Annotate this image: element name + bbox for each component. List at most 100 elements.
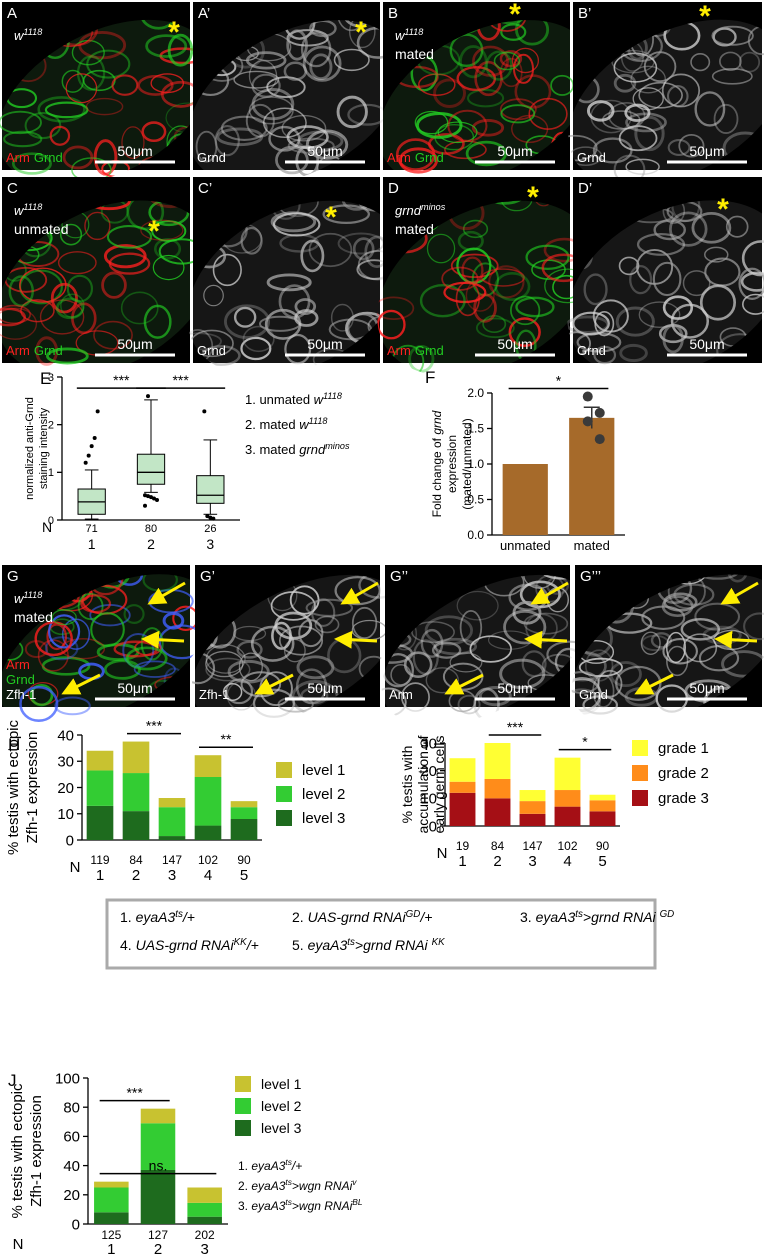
cell-outline (61, 69, 85, 93)
cell-outline (49, 125, 71, 146)
y-axis-label: % testis with ectopic (9, 1083, 26, 1219)
cell-outline (46, 623, 68, 651)
n-value: 71 (86, 523, 98, 535)
x-tick-label: 1 (458, 853, 466, 870)
scale-bar-label: 50μm (497, 680, 532, 696)
n-value: 90 (596, 839, 610, 853)
genotype-entry: 5. eyaA3ts>grnd RNAi KK (292, 937, 445, 954)
cell-outline (233, 625, 267, 642)
text-part: grnd (299, 442, 326, 457)
bar-segment (484, 743, 511, 779)
condition: mated (14, 609, 53, 625)
stain-labels: Grnd (577, 150, 606, 165)
text-part: >grnd RNAi (355, 937, 432, 953)
text-part: GD (406, 909, 421, 920)
significance-label: ns. (149, 1158, 168, 1174)
cell-outline (462, 219, 489, 239)
cell-outline (120, 291, 159, 325)
stain-labels: Arm Grnd (387, 343, 444, 358)
bar (569, 417, 615, 535)
cell-outline (433, 78, 467, 108)
panel-label: H (8, 735, 20, 754)
n-label: N (13, 1236, 24, 1253)
cell-outline (662, 295, 694, 320)
cell-outline (80, 594, 112, 614)
y-tick-label: 3 (48, 372, 54, 384)
cell-outline (121, 126, 145, 159)
text-part: minos (325, 441, 350, 451)
genotype-entry: 3. eyaA3ts>wgn RNAiBL (238, 1197, 363, 1213)
stain-labels: Grnd (579, 687, 608, 702)
text-part: 2. mated (245, 417, 299, 432)
cell-outline (3, 130, 43, 148)
cell-outline (641, 634, 670, 652)
cell-outline (719, 51, 742, 72)
genotype: w1118 (14, 202, 42, 218)
cell-outline (76, 55, 106, 91)
cell-outline (721, 650, 764, 678)
panel-label: A (7, 5, 17, 22)
cell-outline (57, 251, 97, 275)
cell-outline (245, 103, 275, 138)
y-tick-label: 0 (66, 832, 74, 849)
asterisk: * (699, 0, 711, 33)
y-axis-label: accumulation of (415, 735, 431, 833)
cell-outline (411, 621, 455, 644)
stain-labels: Grnd (577, 343, 606, 358)
cell-outline (511, 47, 540, 74)
panel-label: A’ (198, 5, 210, 22)
y-tick-label: 0.0 (467, 528, 484, 542)
stain-labels: Arm Grnd (387, 150, 444, 165)
bar-segment (86, 770, 114, 806)
y-tick-label: 60 (63, 1129, 80, 1146)
cell-outline (251, 73, 281, 98)
bar-segment (187, 1216, 222, 1224)
cell-outline (678, 133, 705, 158)
cell-outline (488, 265, 525, 299)
outlier (155, 497, 159, 502)
x-tick-label: 1 (96, 867, 104, 884)
cell-outline (426, 233, 456, 264)
cell-outline (55, 297, 85, 320)
text-part: w (14, 203, 25, 218)
cell-outline (54, 696, 91, 716)
cell-outline (111, 74, 139, 96)
cell-outline (666, 85, 689, 108)
arrow (634, 673, 674, 695)
panel-label: D (388, 180, 399, 197)
text-part: v (352, 1177, 357, 1187)
text-part: w (395, 28, 406, 43)
cell-outline (153, 237, 182, 260)
cell-outline (297, 130, 344, 152)
text-part: 2. (238, 1179, 251, 1193)
y-axis-label: Fold change of grnd (430, 410, 444, 517)
cell-outline (300, 239, 325, 273)
genotype-entry: 2. UAS-grnd RNAiGD/+ (292, 909, 432, 926)
arrow (254, 673, 294, 695)
cell-outline (227, 659, 270, 684)
x-tick-label: 3 (206, 536, 214, 552)
text-part: % testis with (399, 746, 415, 824)
cell-outline (300, 687, 329, 705)
outlier (143, 493, 147, 498)
cell-outline (39, 299, 85, 335)
cell-outline (472, 45, 509, 77)
cell-outline (465, 140, 508, 167)
outlier (143, 503, 147, 508)
cell-outline (240, 226, 263, 255)
cell-outline (455, 281, 480, 317)
cell-outline (456, 65, 497, 92)
cell-outline (624, 103, 651, 122)
cell-outline (93, 320, 133, 350)
cell-outline (24, 111, 62, 140)
cell-outline (133, 660, 176, 678)
cell-outline (212, 253, 242, 287)
stain-labels: Arm Grnd (6, 150, 63, 165)
y-axis-label: Zfh-1 expression (28, 1095, 45, 1207)
cell-outline (143, 304, 172, 339)
cell-outline (286, 29, 308, 61)
cell-outline (499, 658, 546, 690)
